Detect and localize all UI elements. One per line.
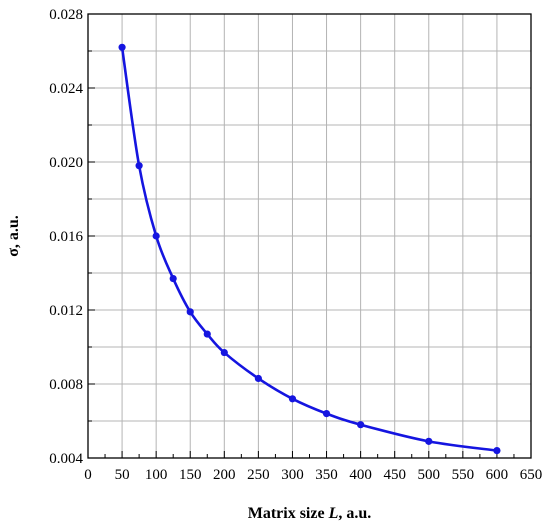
x-tick-label: 350 [315, 467, 338, 483]
y-tick-label: 0.012 [49, 303, 83, 319]
x-tick-label: 50 [115, 467, 130, 483]
data-point [322, 410, 331, 418]
x-tick-label: 200 [213, 467, 236, 483]
data-point [152, 232, 160, 240]
x-tick-label: 150 [179, 467, 202, 483]
x-axis-title: Matrix size L, a.u. [248, 505, 372, 522]
y-tick-label: 0.024 [49, 81, 83, 97]
x-tick-label: 100 [145, 467, 168, 483]
data-points [118, 43, 501, 455]
x-axis-title-variable: L [328, 505, 339, 522]
data-point [203, 330, 211, 338]
y-tick-label: 0.028 [49, 7, 83, 23]
y-tick-labels: 0.004 0.008 0.012 0.016 0.020 0.024 0.028 [49, 7, 83, 467]
x-tick-label: 0 [84, 467, 92, 483]
x-axis-title-prefix: Matrix size [248, 505, 329, 522]
y-tick-label: 0.016 [49, 229, 83, 245]
data-point [118, 43, 126, 51]
y-tick-label: 0.004 [49, 451, 83, 467]
y-tick-label: 0.008 [49, 377, 83, 393]
x-tick-label: 550 [452, 467, 475, 483]
x-tick-label: 450 [383, 467, 406, 483]
x-tick-label: 300 [281, 467, 304, 483]
data-point [186, 308, 194, 316]
x-tick-labels: 0 50 100 150 200 250 300 350 400 450 500 550 600 650 [84, 467, 542, 483]
x-tick-label: 400 [349, 467, 372, 483]
y-tick-label: 0.020 [49, 155, 83, 171]
data-point [169, 274, 177, 283]
data-point [493, 447, 501, 455]
data-point [425, 437, 433, 445]
series-line [120, 47, 498, 452]
axis-ticks [87, 13, 532, 459]
data-point [220, 348, 228, 357]
x-tick-label: 500 [418, 467, 441, 483]
x-axis-title-suffix: , a.u. [338, 505, 371, 522]
data-point [254, 374, 262, 383]
x-tick-label: 600 [486, 467, 509, 483]
data-point [357, 421, 365, 429]
x-tick-label: 250 [247, 467, 270, 483]
data-point [135, 162, 143, 170]
x-tick-label: 650 [520, 467, 543, 483]
y-axis-title: σ, a.u. [5, 215, 22, 257]
grid [88, 14, 531, 458]
data-point [288, 395, 297, 403]
